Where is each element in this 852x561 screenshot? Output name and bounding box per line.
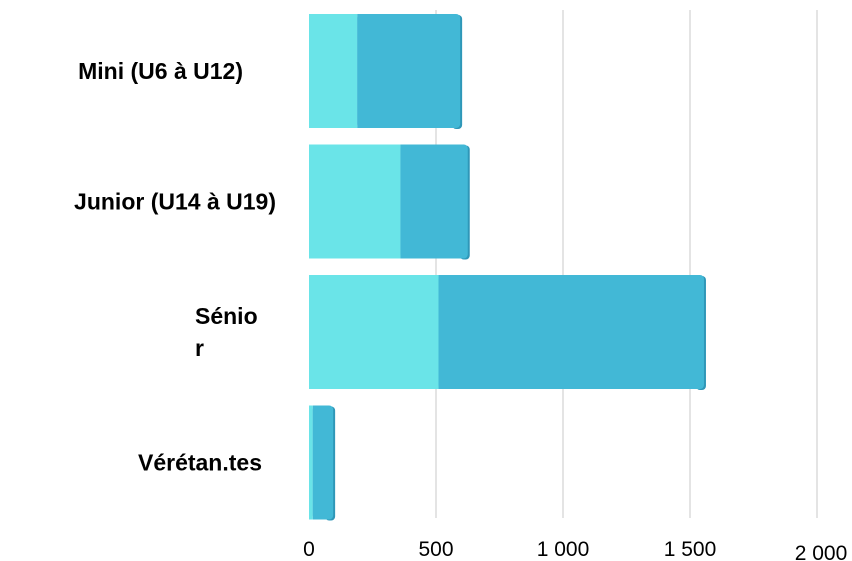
category-label: Sénio r — [195, 303, 258, 361]
x-tick-label: 1 500 — [664, 538, 717, 561]
x-tick-label: 1 000 — [537, 538, 590, 561]
bar-joint — [400, 144, 407, 259]
bar-segment — [357, 14, 461, 128]
x-tick-label: 500 — [418, 538, 453, 561]
x-tick-label: 2 000 — [795, 542, 848, 561]
category-label: Vérétan.tes — [138, 450, 262, 476]
bar-joint — [357, 14, 364, 128]
bar-segment — [438, 275, 704, 389]
bar-joint — [438, 275, 445, 389]
bar-segment — [309, 405, 313, 520]
category-label: Junior (U14 à U19) — [74, 189, 276, 215]
bar-segment — [309, 275, 439, 389]
bar-segment — [309, 144, 401, 259]
bar-segment — [309, 14, 358, 128]
bar-segment — [400, 144, 468, 259]
category-label: Mini (U6 à U12) — [78, 58, 243, 84]
bar-joint — [312, 405, 319, 520]
x-tick-label: 0 — [303, 538, 315, 561]
